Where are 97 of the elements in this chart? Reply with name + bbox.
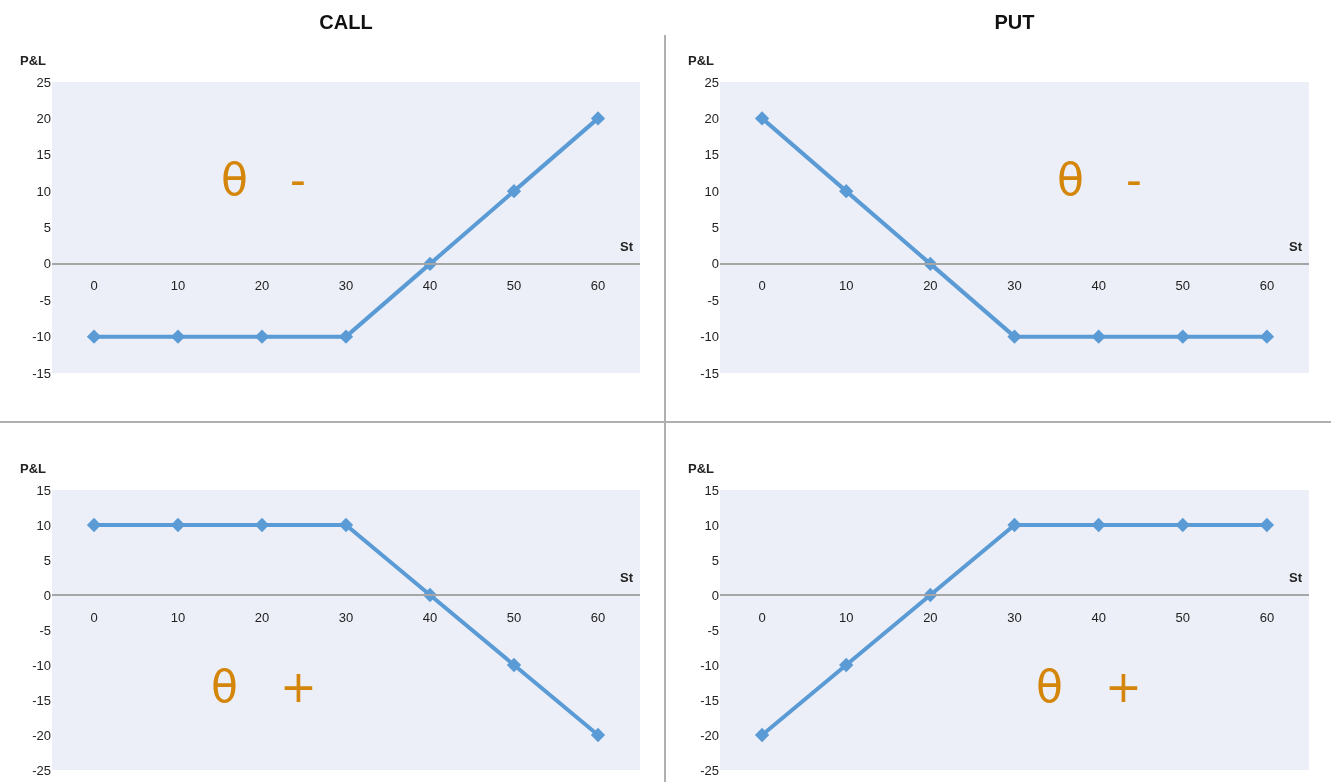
x-tick-label: 50 — [506, 609, 522, 625]
point — [1007, 517, 1022, 533]
point — [590, 727, 606, 743]
y-tick-label: 15 — [36, 147, 51, 163]
x-tick-label: 10 — [170, 609, 186, 625]
y-tick-label: -15 — [32, 365, 51, 381]
y-tick-label: 0 — [43, 256, 51, 272]
point — [254, 329, 270, 344]
annotation: θ - — [221, 154, 306, 205]
point — [1091, 517, 1106, 533]
y-tick-label: -15 — [32, 692, 51, 708]
point — [506, 657, 522, 673]
annotation: θ + — [211, 661, 317, 712]
x-tick-label: 10 — [838, 278, 854, 294]
x-tick-label: 40 — [422, 278, 438, 294]
y-tick-label: 5 — [43, 552, 51, 568]
x-tick-label: 20 — [923, 278, 938, 294]
y-tick-label: -15 — [700, 692, 719, 708]
x-tick-label: 30 — [1007, 609, 1022, 625]
x-tick-label: 30 — [1007, 278, 1022, 294]
y-tick-label: 0 — [711, 256, 719, 272]
y-tick-label: 15 — [704, 147, 719, 163]
y-tick-label: 20 — [704, 110, 719, 126]
y-tick-label: -5 — [39, 622, 51, 638]
x-tick-label: 10 — [838, 609, 854, 625]
y-tick-label: -25 — [700, 762, 719, 778]
x-tick-label: 30 — [338, 609, 354, 625]
y-axis-title: P&L — [688, 53, 715, 68]
point — [1091, 329, 1106, 344]
point — [506, 183, 522, 199]
x-tick-label: 40 — [1091, 609, 1106, 625]
x-tick-label: 50 — [1175, 278, 1191, 294]
y-tick-label: 10 — [704, 183, 719, 199]
point — [754, 727, 770, 743]
annotation: θ - — [1057, 154, 1142, 205]
y-tick-label: -10 — [700, 329, 719, 345]
y-tick-label: 10 — [704, 517, 719, 533]
x-tick-label: 20 — [254, 609, 270, 625]
x-axis-title: St — [620, 239, 634, 254]
x-tick-label: 50 — [506, 278, 522, 294]
y-tick-label: 15 — [36, 482, 51, 498]
point — [839, 183, 854, 199]
y-axis-title: P&L — [688, 461, 715, 476]
point — [1175, 329, 1190, 344]
point — [338, 329, 354, 344]
x-tick-label: 60 — [590, 609, 606, 625]
y-tick-label: 5 — [711, 220, 719, 236]
x-axis-title: St — [1289, 239, 1303, 254]
y-tick-label: 20 — [36, 110, 51, 126]
y-tick-label: 5 — [43, 220, 51, 236]
annotation: θ + — [1036, 661, 1142, 712]
point — [1007, 329, 1022, 344]
chart-title: CALL — [319, 11, 373, 33]
y-tick-label: -5 — [707, 292, 719, 308]
y-tick-label: 15 — [704, 482, 719, 498]
x-tick-label: 0 — [90, 278, 98, 294]
x-tick-label: 20 — [923, 609, 938, 625]
x-tick-label: 40 — [422, 609, 438, 625]
y-tick-label: 25 — [36, 74, 51, 90]
x-axis-title: St — [620, 570, 634, 585]
x-tick-label: 50 — [1175, 609, 1191, 625]
point — [1175, 517, 1190, 533]
y-tick-label: -20 — [32, 727, 51, 743]
x-tick-label: 30 — [338, 278, 354, 294]
point — [170, 329, 186, 344]
y-tick-label: -5 — [39, 292, 51, 308]
x-tick-label: 40 — [1091, 278, 1106, 294]
y-tick-label: -25 — [32, 762, 51, 778]
y-axis-title: P&L — [20, 53, 47, 68]
x-tick-label: 0 — [758, 278, 766, 294]
y-tick-label: -20 — [700, 727, 719, 743]
point — [839, 657, 854, 673]
y-tick-label: -15 — [700, 365, 719, 381]
x-tick-label: 0 — [90, 609, 98, 625]
x-tick-label: 60 — [1259, 278, 1275, 294]
y-tick-label: 5 — [711, 552, 719, 568]
x-tick-label: 10 — [170, 278, 186, 294]
y-tick-label: 25 — [704, 74, 719, 90]
point — [86, 329, 102, 344]
point — [590, 111, 606, 126]
chart-title: PUT — [994, 11, 1035, 33]
x-tick-label: 60 — [590, 278, 606, 294]
y-tick-label: 0 — [43, 587, 51, 603]
x-tick-label: 60 — [1259, 609, 1275, 625]
y-tick-label: -10 — [700, 657, 719, 673]
y-tick-label: 0 — [711, 587, 719, 603]
point — [754, 111, 770, 126]
x-tick-label: 20 — [254, 278, 270, 294]
y-axis-title: P&L — [20, 461, 47, 476]
y-tick-label: 10 — [36, 183, 51, 199]
y-tick-label: 10 — [36, 517, 51, 533]
y-tick-label: -5 — [707, 622, 719, 638]
x-tick-label: 0 — [758, 609, 766, 625]
y-tick-label: -10 — [32, 329, 51, 345]
y-tick-label: -10 — [32, 657, 51, 673]
x-axis-title: St — [1289, 570, 1303, 585]
point — [1259, 329, 1275, 344]
